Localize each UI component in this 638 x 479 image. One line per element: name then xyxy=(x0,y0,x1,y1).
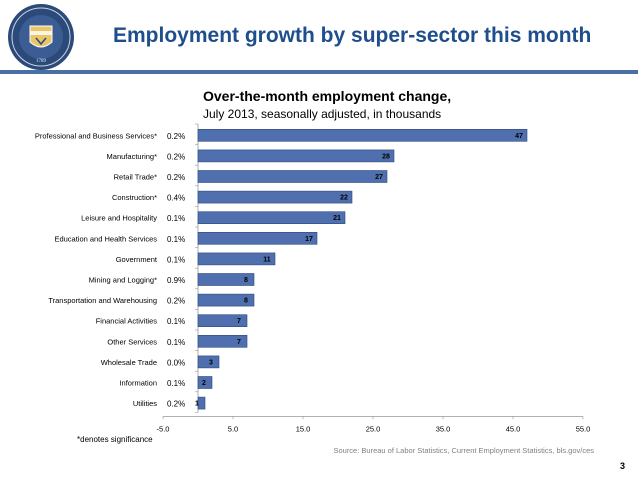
bar xyxy=(197,396,206,410)
category-label: Education and Health Services xyxy=(54,234,157,243)
bar xyxy=(197,376,213,389)
percent-change-label: 0.2% xyxy=(167,173,185,182)
bar-value-label: 21 xyxy=(333,215,341,222)
category-label: Other Services xyxy=(107,337,157,346)
percent-change-label: 0.1% xyxy=(167,317,185,326)
category-label: Construction* xyxy=(112,193,157,202)
bar-value-label: 17 xyxy=(305,236,313,243)
x-tick-label: 25.0 xyxy=(366,424,381,433)
category-label: Manufacturing* xyxy=(107,152,158,161)
x-tick-label: -5.0 xyxy=(157,424,170,433)
x-tick-label: 15.0 xyxy=(296,424,311,433)
percent-change-label: 0.9% xyxy=(167,276,185,285)
percent-change-label: 0.1% xyxy=(167,235,185,244)
category-label: Retail Trade* xyxy=(114,173,157,182)
bar-value-label: 22 xyxy=(340,195,348,202)
percent-change-label: 0.2% xyxy=(167,400,185,409)
percent-change-label: 0.2% xyxy=(167,297,185,306)
bar xyxy=(197,355,220,369)
percent-change-label: 0.1% xyxy=(167,214,185,223)
bar xyxy=(197,252,276,266)
percent-change-label: 0.1% xyxy=(167,379,185,388)
bar-value-label: 1 xyxy=(195,401,199,408)
chart-subtitle: July 2013, seasonally adjusted, in thous… xyxy=(203,107,442,121)
seal-year: 1789 xyxy=(36,59,47,64)
header-rule xyxy=(0,70,638,74)
percent-change-label: 0.0% xyxy=(167,358,185,367)
bar-value-label: 7 xyxy=(237,339,241,346)
bar xyxy=(197,211,346,224)
category-label: Mining and Logging* xyxy=(89,276,157,285)
x-tick-label: 55.0 xyxy=(576,424,591,433)
x-tick-label: 45.0 xyxy=(506,424,521,433)
page-number: 3 xyxy=(619,461,625,471)
bar-value-label: 28 xyxy=(382,153,390,160)
bar-value-label: 2 xyxy=(202,380,206,387)
category-label: Information xyxy=(119,379,157,388)
category-label: Government xyxy=(116,255,158,264)
bar xyxy=(197,314,248,328)
percent-change-label: 0.1% xyxy=(167,338,185,347)
x-tick-label: 35.0 xyxy=(436,424,451,433)
bar xyxy=(197,334,248,348)
category-label: Financial Activities xyxy=(96,317,158,326)
bar xyxy=(197,232,318,245)
percent-change-label: 0.2% xyxy=(167,152,185,161)
bar xyxy=(197,273,255,286)
x-tick-label: 5.0 xyxy=(228,424,238,433)
percent-change-label: 0.2% xyxy=(167,132,185,141)
slide-title: Employment growth by super-sector this m… xyxy=(113,24,592,47)
category-label: Leisure and Hospitality xyxy=(81,214,157,223)
chart-title: Over-the-month employment change, xyxy=(203,88,452,104)
category-label: Professional and Business Services* xyxy=(35,131,157,140)
bar-value-label: 8 xyxy=(244,277,248,284)
significance-footnote: *denotes significance xyxy=(77,435,153,444)
treasury-seal-icon: 1789 xyxy=(8,4,74,70)
bar-value-label: 11 xyxy=(263,256,271,263)
percent-change-label: 0.1% xyxy=(167,255,185,264)
slide-header: 1789 Employment growth by super-sector t… xyxy=(0,0,638,78)
bar-value-label: 8 xyxy=(244,298,248,305)
category-label: Wholesale Trade xyxy=(101,358,157,367)
category-label: Transportation and Warehousing xyxy=(48,296,157,305)
bar-value-label: 47 xyxy=(515,133,523,140)
bar-value-label: 27 xyxy=(375,174,383,181)
percent-change-label: 0.4% xyxy=(167,194,185,203)
bar-value-label: 7 xyxy=(237,318,241,325)
source-note: Source: Bureau of Labor Statistics, Curr… xyxy=(333,446,594,455)
bar xyxy=(197,190,353,204)
bar xyxy=(197,129,528,142)
bar xyxy=(197,293,255,307)
bar xyxy=(197,149,395,163)
bar-value-label: 3 xyxy=(209,359,213,366)
bar xyxy=(197,170,388,183)
category-label: Utilities xyxy=(133,399,157,408)
